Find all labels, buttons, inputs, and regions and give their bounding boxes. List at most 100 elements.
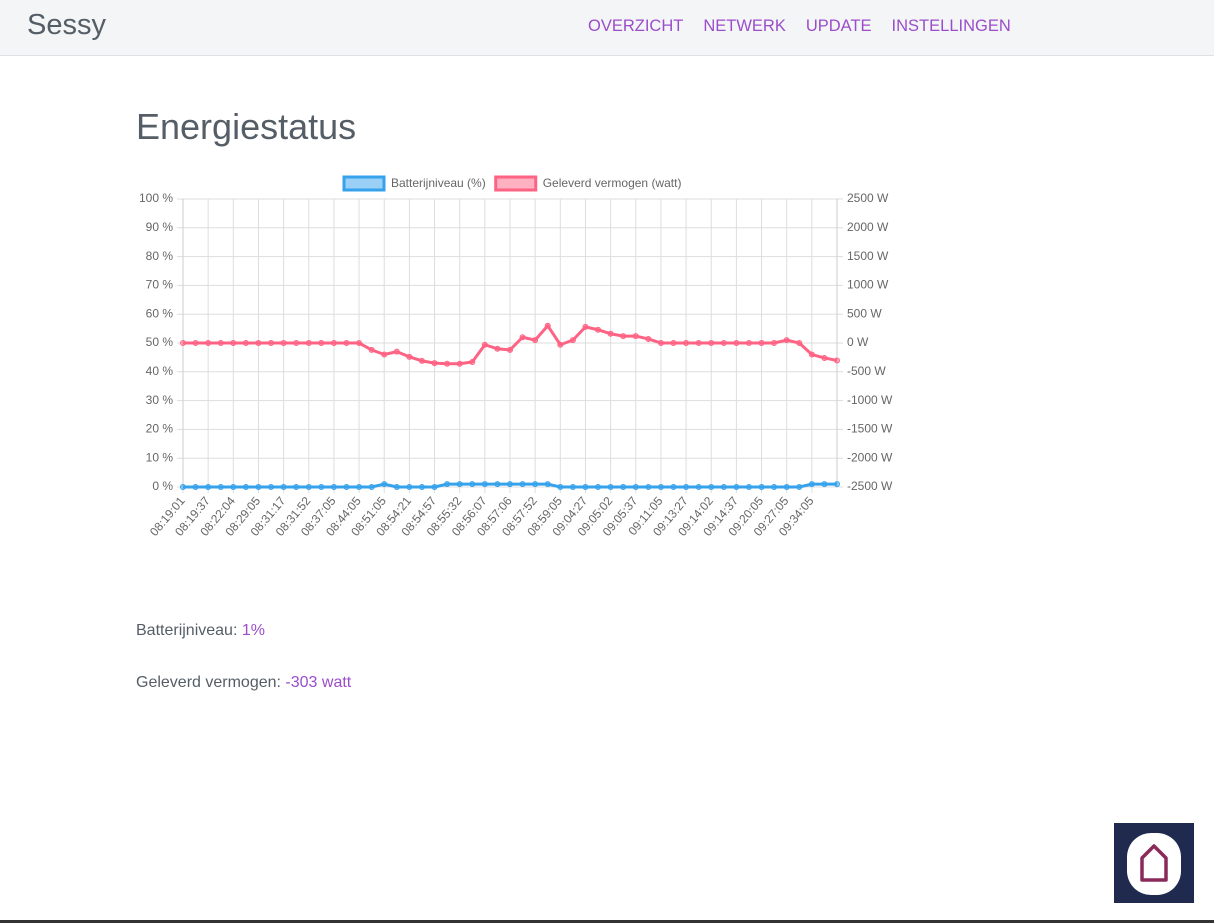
data-point: [217, 340, 224, 346]
data-point: [507, 481, 513, 488]
y-tick-label: 20 %: [146, 422, 174, 436]
data-point: [230, 340, 237, 346]
legend-label: Batterijniveau (%): [391, 176, 486, 190]
logo[interactable]: [1114, 823, 1194, 903]
data-point: [758, 340, 765, 346]
data-point: [557, 484, 564, 490]
y2-tick-label: 1500 W: [847, 249, 889, 263]
data-point: [343, 484, 350, 490]
data-point: [255, 484, 262, 490]
data-point: [494, 481, 501, 488]
data-point: [393, 484, 400, 490]
data-point: [293, 340, 300, 346]
data-point: [645, 484, 652, 490]
data-point: [720, 484, 727, 490]
data-point: [456, 481, 463, 488]
data-point: [708, 340, 715, 346]
data-point: [469, 359, 476, 366]
data-point: [280, 484, 287, 490]
data-point: [507, 346, 513, 353]
data-point: [406, 484, 413, 490]
y-tick-label: 30 %: [146, 393, 174, 407]
heading: Energiestatus: [136, 106, 357, 147]
data-point: [519, 481, 526, 488]
chart: Batterijniveau (%) Geleverd vermogen (wat…: [139, 175, 893, 539]
data-point: [834, 481, 840, 488]
data-point: [293, 484, 300, 490]
data-point: [217, 484, 224, 490]
data-point: [469, 481, 476, 488]
data-point: [758, 484, 765, 490]
data-point: [632, 484, 639, 490]
data-point: [180, 340, 186, 346]
data-point: [620, 333, 627, 340]
data-point: [821, 354, 828, 361]
data-point: [595, 484, 602, 490]
nav-link[interactable]: UPDATE: [805, 17, 872, 35]
data-point: [356, 340, 363, 346]
y2-tick-label: -1500 W: [847, 422, 893, 436]
legend-swatch: [494, 175, 538, 192]
status-value: 1%: [241, 622, 265, 639]
y2-tick-label: -2500 W: [847, 479, 893, 493]
data-point: [645, 335, 652, 342]
brand[interactable]: Sessy: [27, 9, 106, 41]
data-point: [418, 357, 425, 364]
data-point: [821, 481, 828, 488]
data-point: [280, 340, 287, 346]
y2-tick-label: -500 W: [847, 364, 886, 378]
data-point: [595, 326, 602, 333]
status-value: -303 watt: [285, 674, 352, 691]
data-point: [368, 346, 375, 353]
data-point: [683, 340, 690, 346]
y-tick-label: 40 %: [146, 364, 174, 378]
y2-tick-label: -1000 W: [847, 393, 893, 407]
data-point: [205, 484, 212, 490]
data-point: [632, 333, 639, 340]
data-point: [180, 484, 186, 490]
data-point: [318, 340, 325, 346]
y-tick-label: 100 %: [139, 191, 173, 205]
data-point: [657, 484, 664, 490]
data-point: [544, 322, 551, 329]
logo-icon: [1127, 833, 1181, 895]
nav-link[interactable]: OVERZICHT: [588, 17, 684, 35]
y-tick-label: 0 %: [152, 479, 173, 493]
y-tick-label: 50 %: [146, 335, 174, 349]
data-point: [444, 360, 451, 367]
y-tick-label: 90 %: [146, 220, 174, 234]
data-point: [544, 481, 551, 488]
data-point: [720, 340, 727, 346]
nav-link[interactable]: INSTELLINGEN: [891, 17, 1011, 35]
data-point: [444, 481, 451, 488]
data-point: [796, 484, 803, 490]
data-point: [406, 353, 413, 360]
data-point: [808, 351, 815, 358]
y2-tick-label: 0 W: [847, 335, 869, 349]
status-label: Geleverd vermogen:: [136, 674, 281, 691]
y2-tick-label: 1000 W: [847, 278, 889, 292]
data-point: [620, 484, 627, 490]
data-point: [569, 337, 576, 344]
y2-tick-label: 2000 W: [847, 220, 889, 234]
data-point: [381, 481, 388, 488]
legend-label: Geleverd vermogen (watt): [543, 176, 682, 190]
data-point: [456, 360, 463, 367]
data-point: [418, 484, 425, 490]
data-point: [494, 345, 501, 352]
data-point: [607, 484, 614, 490]
status-row: Geleverd vermogen: -303 watt: [136, 674, 351, 692]
data-point: [481, 341, 488, 348]
data-point: [481, 481, 488, 488]
data-point: [343, 340, 350, 346]
y-tick-label: 60 %: [146, 306, 174, 320]
nav-link[interactable]: NETWERK: [703, 17, 786, 35]
data-point: [393, 348, 400, 355]
data-point: [305, 340, 312, 346]
data-point: [796, 340, 803, 346]
data-point: [305, 484, 312, 490]
data-point: [532, 337, 539, 344]
data-point: [431, 360, 438, 367]
data-point: [268, 340, 275, 346]
